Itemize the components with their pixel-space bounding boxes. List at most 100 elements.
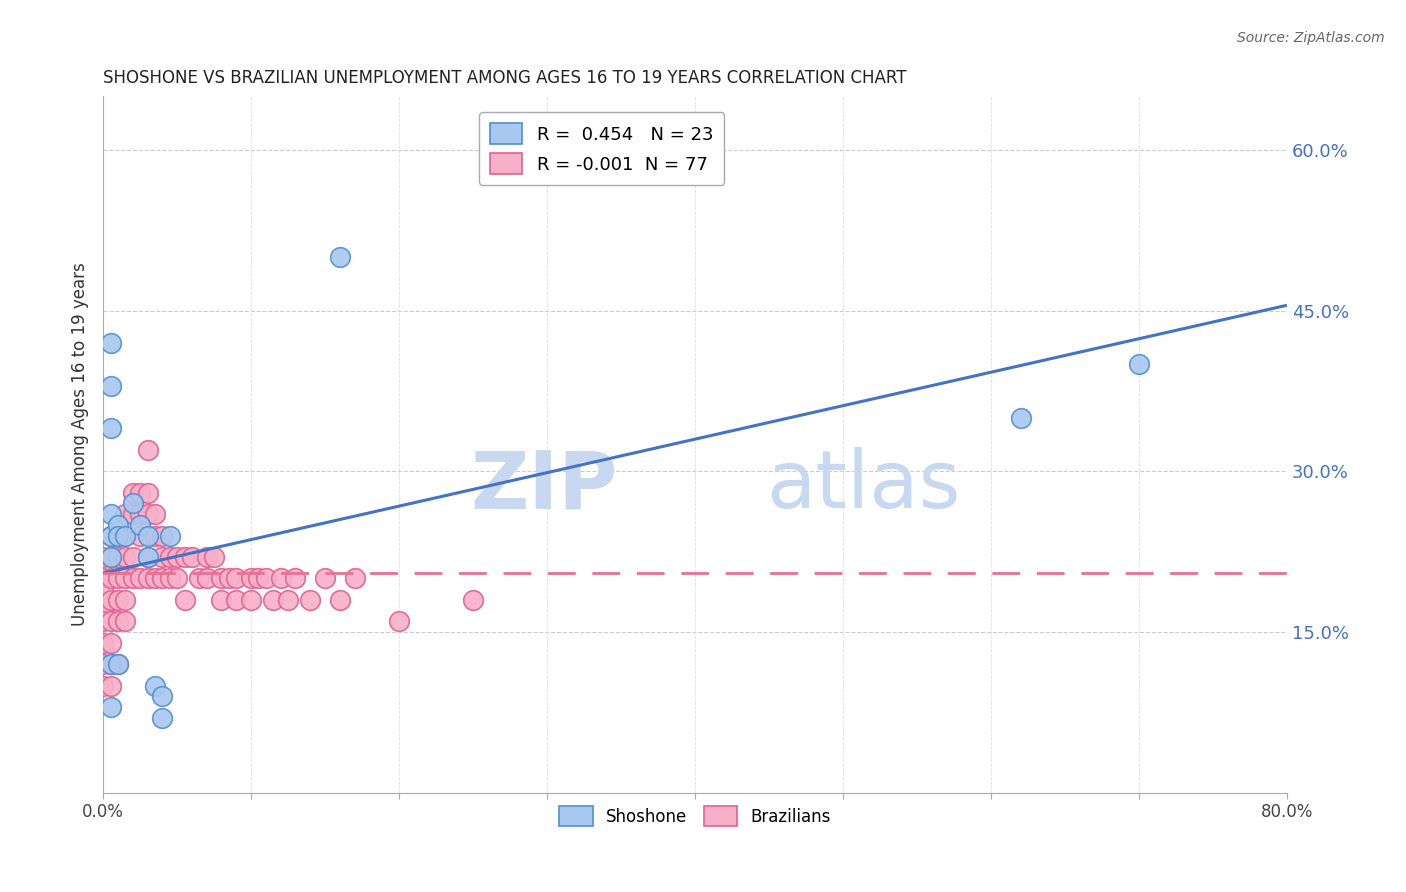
Point	[188, 571, 211, 585]
Point	[143, 528, 166, 542]
Text: atlas: atlas	[766, 447, 960, 525]
Point	[240, 592, 263, 607]
Point	[136, 549, 159, 564]
Point	[343, 571, 366, 585]
Point	[136, 528, 159, 542]
Point	[136, 507, 159, 521]
Point	[107, 657, 129, 672]
Point	[107, 528, 129, 542]
Point	[100, 528, 122, 542]
Point	[121, 485, 143, 500]
Point	[91, 582, 114, 596]
Point	[100, 614, 122, 628]
Point	[180, 549, 202, 564]
Point	[270, 571, 292, 585]
Point	[150, 571, 173, 585]
Point	[91, 636, 114, 650]
Point	[114, 528, 136, 542]
Legend: Shoshone, Brazilians: Shoshone, Brazilians	[553, 799, 838, 833]
Point	[150, 528, 173, 542]
Point	[461, 592, 484, 607]
Point	[100, 679, 122, 693]
Point	[100, 571, 122, 585]
Point	[202, 549, 225, 564]
Point	[107, 614, 129, 628]
Point	[129, 528, 152, 542]
Point	[211, 592, 233, 607]
Point	[143, 507, 166, 521]
Point	[136, 442, 159, 457]
Point	[91, 657, 114, 672]
Point	[136, 571, 159, 585]
Point	[107, 571, 129, 585]
Text: Source: ZipAtlas.com: Source: ZipAtlas.com	[1237, 31, 1385, 45]
Point	[247, 571, 270, 585]
Point	[166, 549, 188, 564]
Point	[100, 700, 122, 714]
Point	[91, 571, 114, 585]
Point	[100, 335, 122, 350]
Point	[136, 485, 159, 500]
Point	[100, 636, 122, 650]
Point	[136, 549, 159, 564]
Point	[100, 421, 122, 435]
Point	[166, 571, 188, 585]
Point	[129, 517, 152, 532]
Point	[107, 657, 129, 672]
Point	[100, 378, 122, 392]
Point	[329, 592, 352, 607]
Point	[173, 592, 195, 607]
Point	[150, 690, 173, 704]
Point	[299, 592, 322, 607]
Point	[159, 528, 181, 542]
Point	[129, 571, 152, 585]
Point	[114, 614, 136, 628]
Point	[195, 571, 218, 585]
Point	[277, 592, 299, 607]
Point	[173, 549, 195, 564]
Point	[91, 549, 114, 564]
Point	[114, 571, 136, 585]
Point	[91, 679, 114, 693]
Point	[129, 507, 152, 521]
Point	[254, 571, 277, 585]
Point	[91, 614, 114, 628]
Point	[114, 507, 136, 521]
Point	[150, 549, 173, 564]
Point	[388, 614, 411, 628]
Point	[159, 571, 181, 585]
Point	[107, 592, 129, 607]
Point	[218, 571, 240, 585]
Y-axis label: Unemployment Among Ages 16 to 19 years: Unemployment Among Ages 16 to 19 years	[72, 262, 89, 626]
Point	[314, 571, 336, 585]
Point	[100, 657, 122, 672]
Point	[159, 549, 181, 564]
Point	[107, 528, 129, 542]
Point	[1128, 357, 1150, 371]
Point	[107, 549, 129, 564]
Point	[107, 517, 129, 532]
Point	[121, 571, 143, 585]
Point	[150, 711, 173, 725]
Point	[143, 679, 166, 693]
Point	[100, 507, 122, 521]
Point	[100, 549, 122, 564]
Point	[284, 571, 307, 585]
Text: SHOSHONE VS BRAZILIAN UNEMPLOYMENT AMONG AGES 16 TO 19 YEARS CORRELATION CHART: SHOSHONE VS BRAZILIAN UNEMPLOYMENT AMONG…	[103, 69, 907, 87]
Point	[262, 592, 284, 607]
Point	[329, 250, 352, 264]
Point	[121, 549, 143, 564]
Point	[1010, 410, 1032, 425]
Point	[100, 657, 122, 672]
Point	[121, 507, 143, 521]
Point	[121, 496, 143, 510]
Text: ZIP: ZIP	[471, 447, 619, 525]
Point	[143, 571, 166, 585]
Point	[114, 549, 136, 564]
Point	[129, 485, 152, 500]
Point	[114, 528, 136, 542]
Point	[114, 592, 136, 607]
Point	[225, 571, 247, 585]
Point	[225, 592, 247, 607]
Point	[100, 528, 122, 542]
